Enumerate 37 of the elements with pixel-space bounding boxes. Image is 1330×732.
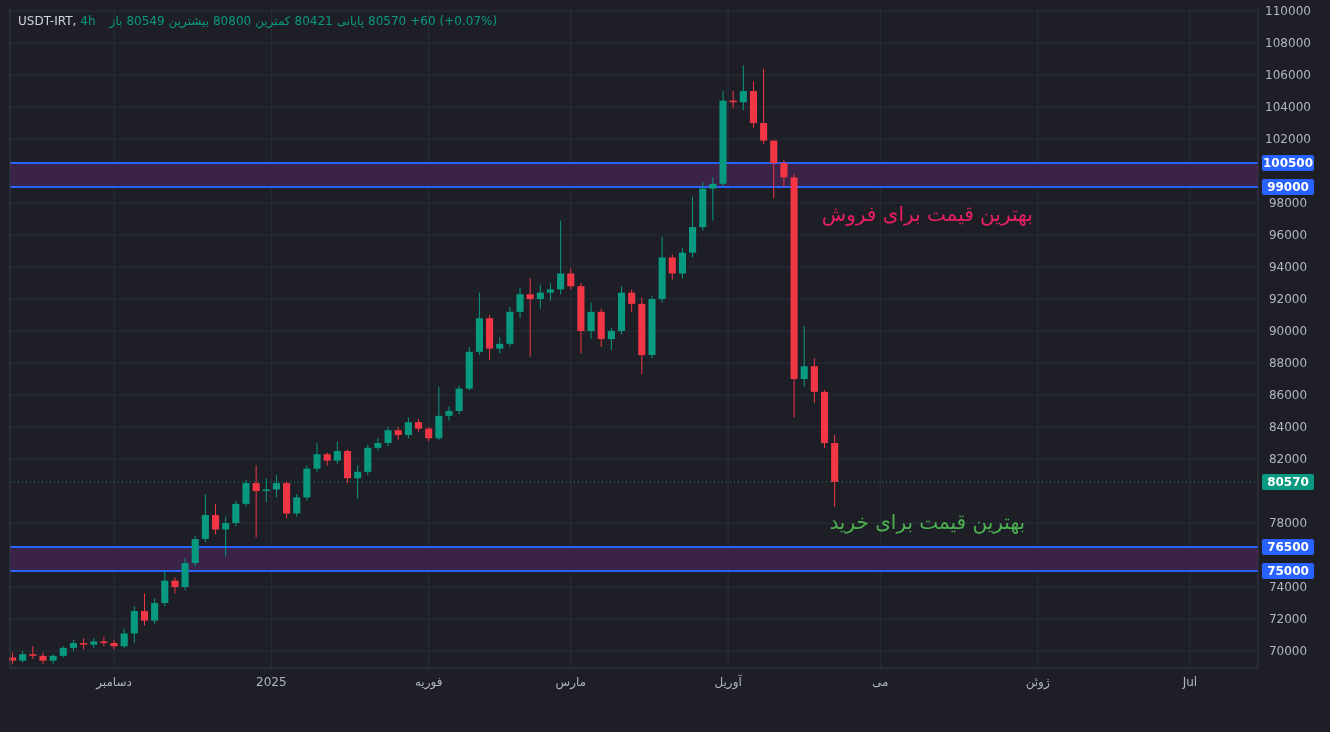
y-tick-label: 96000 [1268,228,1308,243]
y-tick-label: 110000 [1265,4,1311,19]
ref-label: 100500 [1262,155,1314,172]
x-tick-label: ژوئن [1025,675,1050,690]
y-tick-label: 82000 [1268,452,1308,467]
band-label: بهترین قیمت برای خرید [829,510,1026,535]
y-tick-label: 108000 [1265,36,1311,51]
y-tick-label: 106000 [1265,68,1311,83]
x-tick-label: Jul [1181,675,1198,689]
x-tick-label: آوریل [714,674,743,690]
y-tick-label: 74000 [1268,580,1308,595]
y-tick-label: 84000 [1268,420,1308,435]
y-tick-label: 78000 [1268,516,1308,531]
y-tick-label: 86000 [1268,388,1308,403]
y-tick-label: 90000 [1268,324,1308,339]
y-tick-label: 92000 [1268,292,1308,307]
y-tick-label: 88000 [1268,356,1308,371]
ref-line-label: 80570 [1267,474,1309,489]
ref-line-label: 76500 [1267,540,1309,555]
ref-label: 75000 [1262,563,1314,580]
y-tick-label: 98000 [1268,196,1308,211]
y-tick-label: 102000 [1265,132,1311,147]
ref-line-label: 99000 [1267,180,1309,195]
y-tick-label: 94000 [1268,260,1308,275]
annotation: USDT-IRT, 4h [18,14,96,28]
x-tick-label: مارس [555,675,587,690]
y-tick-label: 72000 [1268,612,1308,627]
ref-label: 76500 [1262,539,1314,556]
y-tick-label: 104000 [1265,100,1311,115]
x-tick-label: دسامبر [95,675,132,690]
ref-label: 99000 [1262,179,1314,196]
band-label: بهترین قیمت برای فروش [821,202,1033,227]
y-tick-label: 70000 [1268,644,1308,659]
x-tick-label: فوریه [414,675,443,690]
x-tick-label: 2025 [256,675,287,689]
ref-line-label: 75000 [1267,564,1309,579]
x-tick-label: می [872,675,889,689]
